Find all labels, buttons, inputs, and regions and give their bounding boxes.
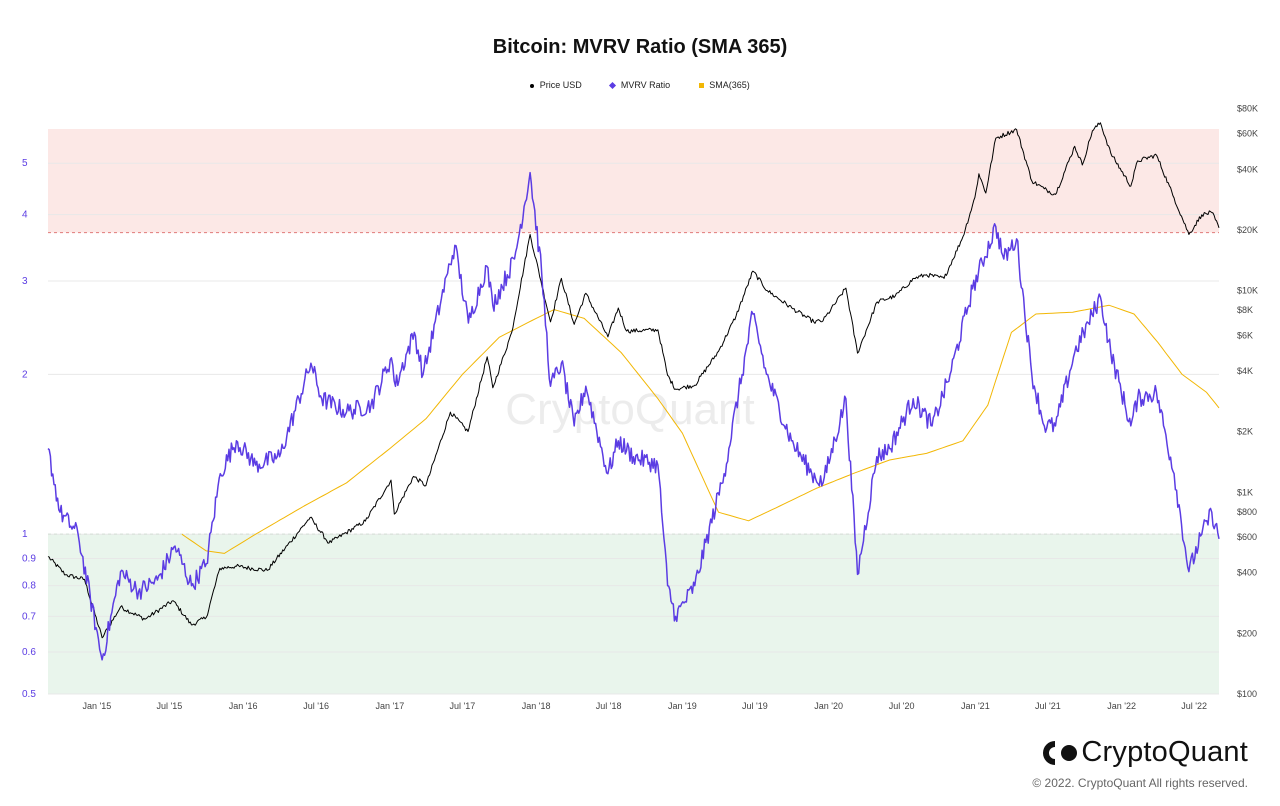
right-tick-label: $60K	[1237, 129, 1258, 139]
right-tick-label: $4K	[1237, 366, 1253, 376]
left-tick-label: 0.7	[22, 611, 36, 622]
gridlines	[48, 162, 1219, 695]
x-tick-label: Jul '17	[450, 701, 476, 711]
x-tick-label: Jul '16	[303, 701, 329, 711]
x-tick-label: Jan '22	[1107, 701, 1136, 711]
right-tick-label: $1K	[1237, 487, 1253, 497]
chart-title: Bitcoin: MVRV Ratio (SMA 365)	[492, 36, 788, 58]
legend-item-sma[interactable]: SMA(365)	[698, 80, 750, 90]
left-tick-label: 0.6	[22, 647, 36, 658]
legend-marker-price	[530, 83, 535, 88]
series-price	[47, 122, 1220, 639]
left-tick-label: 1	[22, 529, 28, 540]
right-axis-ticks: $100 $200 $400 $600 $800 $1K $2K $4K $6K $8K $10K $…	[1237, 104, 1258, 699]
right-tick-label: $20K	[1237, 225, 1258, 235]
x-tick-label: Jul '19	[742, 701, 768, 711]
watermark: CryptoQuant	[505, 385, 754, 434]
zones	[48, 129, 1219, 694]
left-tick-label: 2	[22, 369, 28, 380]
right-tick-label: $400	[1237, 568, 1257, 578]
left-axis-ticks: 0.5 0.6 0.7 0.8 0.9 1 2 3 4 5	[22, 158, 36, 700]
x-tick-label: Jan '18	[522, 701, 551, 711]
right-tick-label: $600	[1237, 532, 1257, 542]
overvalued-zone	[48, 129, 1219, 233]
x-tick-label: Jul '20	[889, 701, 915, 711]
legend-marker-sma	[698, 83, 704, 89]
series-line-sma-365-	[181, 304, 1220, 554]
x-tick-label: Jan '21	[961, 701, 990, 711]
x-tick-label: Jan '19	[668, 701, 697, 711]
left-tick-label: 4	[22, 210, 28, 221]
left-tick-label: 5	[22, 158, 28, 169]
right-tick-label: $40K	[1237, 164, 1258, 174]
series-line-price-usd	[47, 122, 1220, 639]
x-tick-label: Jan '15	[83, 701, 112, 711]
brand-name: CryptoQuant	[1081, 736, 1248, 768]
copyright-text: © 2022. CryptoQuant All rights reserved.	[1032, 776, 1248, 790]
right-tick-label: $10K	[1237, 286, 1258, 296]
x-tick-label: Jan '20	[814, 701, 843, 711]
right-tick-label: $800	[1237, 507, 1257, 517]
legend-label-price: Price USD	[539, 80, 582, 90]
x-tick-label: Jul '15	[157, 701, 183, 711]
brand-logo: CryptoQuant	[1041, 736, 1248, 769]
x-axis-ticks: Jan '15 Jul '15 Jan '16 Jul '16 Jan '17 Jul '…	[83, 701, 1208, 711]
right-tick-label: $6K	[1237, 330, 1253, 340]
legend-label-sma: SMA(365)	[709, 80, 750, 90]
series-sma	[181, 304, 1220, 554]
left-tick-label: 0.9	[22, 554, 36, 565]
x-tick-label: Jul '22	[1181, 701, 1207, 711]
cryptoquant-logo-icon	[1043, 740, 1078, 765]
x-tick-label: Jan '17	[375, 701, 404, 711]
left-tick-label: 0.8	[22, 581, 36, 592]
left-tick-label: 3	[22, 276, 28, 287]
undervalued-zone	[48, 534, 1219, 694]
right-tick-label: $200	[1237, 628, 1257, 638]
right-tick-label: $100	[1237, 689, 1257, 699]
x-tick-label: Jul '21	[1035, 701, 1061, 711]
legend-item-mvrv[interactable]: MVRV Ratio	[609, 80, 671, 90]
legend-item-price[interactable]: Price USD	[530, 80, 582, 90]
legend: Price USD MVRV Ratio SMA(365)	[0, 80, 1280, 90]
legend-label-mvrv: MVRV Ratio	[620, 80, 671, 90]
right-tick-label: $80K	[1237, 104, 1258, 114]
x-tick-label: Jul '18	[596, 701, 622, 711]
left-tick-label: 0.5	[22, 689, 36, 700]
right-tick-label: $2K	[1237, 427, 1253, 437]
x-tick-label: Jan '16	[229, 701, 258, 711]
right-tick-label: $8K	[1237, 305, 1253, 315]
series-line-mvrv-ratio	[47, 171, 1220, 661]
series-mvrv	[47, 171, 1220, 661]
